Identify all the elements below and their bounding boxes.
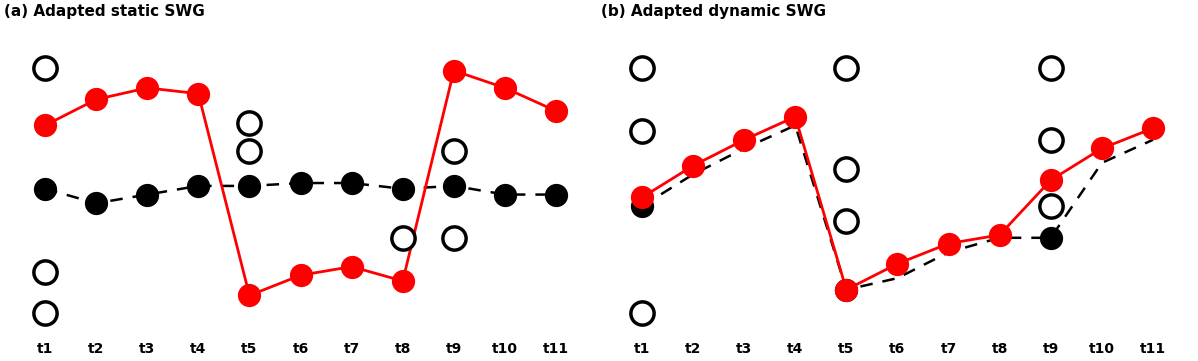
Point — [444, 68, 464, 74]
Text: t6: t6 — [889, 342, 906, 356]
Text: (a) Adapted static SWG: (a) Adapted static SWG — [4, 4, 205, 19]
Point — [138, 85, 157, 91]
Point — [888, 261, 907, 267]
Point — [343, 180, 362, 186]
Point — [1041, 177, 1060, 183]
Point — [86, 200, 105, 206]
Point — [1041, 137, 1060, 143]
Point — [36, 270, 55, 275]
Point — [444, 183, 464, 189]
Point — [36, 122, 55, 128]
Text: t4: t4 — [787, 342, 804, 356]
Text: t8: t8 — [992, 342, 1008, 356]
Point — [444, 235, 464, 241]
Point — [633, 203, 652, 209]
Text: t2: t2 — [685, 342, 701, 356]
Point — [393, 186, 412, 192]
Point — [546, 192, 565, 197]
Text: t9: t9 — [446, 342, 462, 356]
Text: t5: t5 — [839, 342, 854, 356]
Point — [1093, 145, 1112, 151]
Text: t9: t9 — [1042, 342, 1059, 356]
Point — [836, 166, 855, 171]
Text: t8: t8 — [394, 342, 411, 356]
Point — [546, 108, 565, 114]
Point — [495, 85, 514, 91]
Text: t6: t6 — [292, 342, 309, 356]
Point — [836, 65, 855, 71]
Text: t11: t11 — [543, 342, 569, 356]
Text: t7: t7 — [344, 342, 359, 356]
Text: t5: t5 — [241, 342, 258, 356]
Point — [189, 91, 208, 96]
Point — [291, 180, 310, 186]
Point — [1041, 235, 1060, 241]
Point — [684, 163, 703, 169]
Point — [1041, 65, 1060, 71]
Point — [836, 218, 855, 223]
Text: t3: t3 — [736, 342, 752, 356]
Text: (b) Adapted dynamic SWG: (b) Adapted dynamic SWG — [601, 4, 827, 19]
Point — [836, 287, 855, 292]
Point — [1041, 203, 1060, 209]
Point — [240, 119, 259, 125]
Point — [240, 183, 259, 189]
Text: t10: t10 — [492, 342, 518, 356]
Text: t10: t10 — [1089, 342, 1115, 356]
Point — [240, 148, 259, 154]
Point — [189, 183, 208, 189]
Point — [734, 137, 754, 143]
Text: t7: t7 — [940, 342, 957, 356]
Point — [86, 96, 105, 102]
Point — [786, 114, 805, 119]
Point — [343, 264, 362, 270]
Point — [393, 235, 412, 241]
Point — [36, 186, 55, 192]
Point — [36, 65, 55, 71]
Point — [393, 278, 412, 284]
Text: t3: t3 — [139, 342, 156, 356]
Point — [1143, 125, 1162, 131]
Point — [495, 192, 514, 197]
Point — [939, 241, 958, 247]
Point — [240, 292, 259, 298]
Point — [36, 310, 55, 316]
Point — [990, 232, 1009, 238]
Point — [836, 287, 855, 292]
Text: t11: t11 — [1139, 342, 1166, 356]
Point — [444, 148, 464, 154]
Point — [633, 65, 652, 71]
Text: t1: t1 — [37, 342, 53, 356]
Point — [633, 195, 652, 200]
Text: t2: t2 — [87, 342, 104, 356]
Point — [633, 310, 652, 316]
Point — [633, 128, 652, 134]
Point — [291, 273, 310, 278]
Text: t1: t1 — [634, 342, 651, 356]
Text: t4: t4 — [190, 342, 206, 356]
Point — [138, 192, 157, 197]
